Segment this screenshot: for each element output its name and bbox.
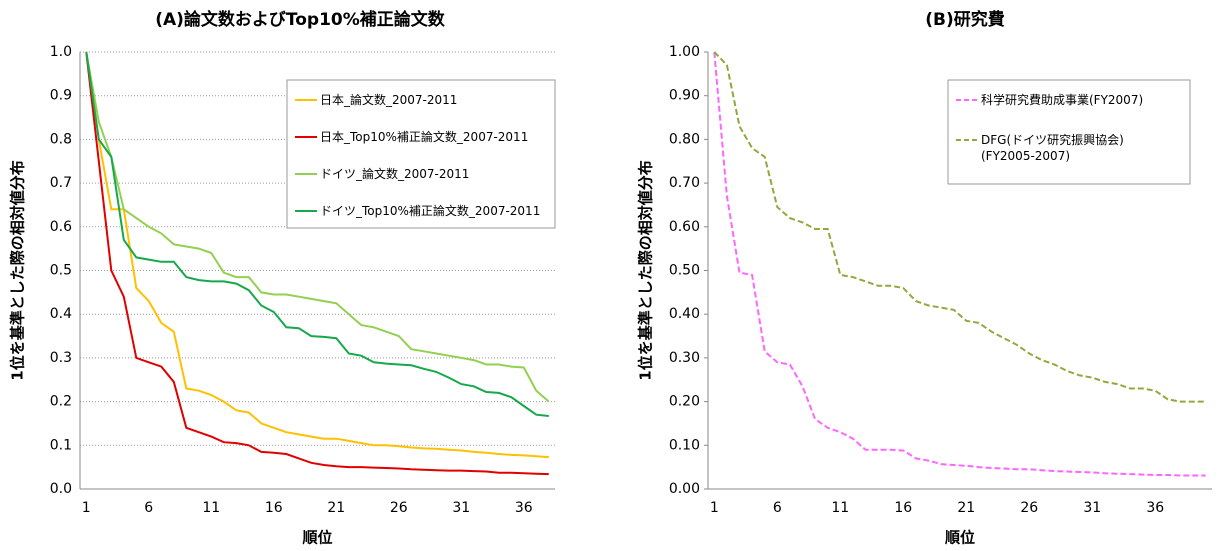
series-line [85,51,550,403]
chart-title: (B)研究費 [925,9,1005,30]
y-tick-label: 0.9 [50,88,72,104]
y-tick-label: 0.2 [50,394,72,410]
x-axis-label: 順位 [301,529,332,547]
series-line [713,51,1206,403]
legend-label: 日本_論文数_2007-2011 [320,93,458,107]
y-tick-label: 1.0 [50,44,72,60]
y-tick-label: 0.3 [50,350,72,366]
y-tick-label: 0.6 [50,219,72,235]
x-tick-label: 11 [831,500,849,516]
y-tick-label: 0.90 [669,88,700,104]
x-tick-label: 36 [515,500,533,516]
x-tick-label: 11 [202,500,220,516]
y-tick-label: 0.20 [669,394,700,410]
y-tick-label: 0.70 [669,175,700,191]
y-tick-label: 0.10 [669,437,700,453]
x-tick-label: 6 [144,500,153,516]
x-tick-label: 16 [265,500,283,516]
x-tick-label: 1 [710,500,719,516]
y-tick-label: 0.50 [669,263,700,279]
series-line [85,51,549,417]
legend-label-box: ドイツ_論文数_2007-2011 [320,167,470,181]
x-tick-label: 21 [327,500,345,516]
legend-label-box: 日本_Top10%補正論文数_2007-2011 [320,130,529,144]
x-tick-label: 6 [773,500,782,516]
y-tick-label: 0.1 [50,437,72,453]
x-tick-label: 1 [82,500,91,516]
legend-label-box: 日本_論文数_2007-2011 [320,93,458,107]
x-axis-label: 順位 [944,529,975,547]
x-tick-label: 26 [390,500,408,516]
y-tick-label: 0.60 [669,219,700,235]
series-line [713,51,1206,477]
y-tick-label: 0.8 [50,131,72,147]
y-tick-label: 0.7 [50,175,72,191]
legend-label-box: ドイツ_Top10%補正論文数_2007-2011 [320,204,541,218]
x-tick-label: 16 [894,500,912,516]
legend-label-box: DFG(ドイツ研究振興協会)(FY2005-2007) [981,133,1124,163]
y-tick-label: 0.4 [50,306,72,322]
legend-label: 日本_Top10%補正論文数_2007-2011 [320,130,529,144]
legend-label: DFG(ドイツ研究振興協会)(FY2005-2007) [981,133,1124,163]
x-tick-label: 36 [1146,500,1164,516]
x-tick-label: 31 [452,500,470,516]
y-tick-label: 0.5 [50,263,72,279]
series-line [85,51,549,459]
y-axis-label: 1位を基準とした際の相対値分布 [9,160,27,380]
chart-title: (A)論文数およびTop10%補正論文数 [155,9,446,30]
x-tick-label: 26 [1020,500,1038,516]
x-tick-label: 21 [957,500,975,516]
y-tick-label: 1.00 [669,44,700,60]
legend-label: 科学研究費助成事業(FY2007) [981,93,1144,107]
series-line [85,51,549,476]
legend-label: ドイツ_Top10%補正論文数_2007-2011 [320,204,541,218]
y-tick-label: 0.00 [669,481,700,497]
y-axis-label: 1位を基準とした際の相対値分布 [637,160,655,380]
x-tick-label: 31 [1083,500,1101,516]
y-tick-label: 0.0 [50,481,72,497]
y-tick-label: 0.30 [669,350,700,366]
y-tick-label: 0.80 [669,131,700,147]
legend-box [947,79,1191,185]
legend-label: ドイツ_論文数_2007-2011 [320,167,470,181]
y-tick-label: 0.40 [669,306,700,322]
legend-label-box: 科学研究費助成事業(FY2007) [981,93,1144,107]
legend-box [286,79,556,229]
